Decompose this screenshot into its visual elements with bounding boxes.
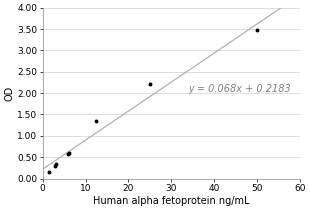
Point bbox=[54, 162, 59, 165]
Y-axis label: OD: OD bbox=[4, 85, 14, 101]
Text: y = 0.068x + 0.2183: y = 0.068x + 0.2183 bbox=[188, 84, 291, 94]
Point bbox=[66, 152, 71, 156]
Point bbox=[53, 164, 58, 167]
Point bbox=[148, 82, 153, 85]
Point bbox=[46, 170, 51, 174]
X-axis label: Human alpha fetoprotein ng/mL: Human alpha fetoprotein ng/mL bbox=[93, 196, 250, 206]
Point bbox=[67, 151, 72, 155]
Point bbox=[255, 29, 260, 32]
Point bbox=[94, 119, 99, 122]
